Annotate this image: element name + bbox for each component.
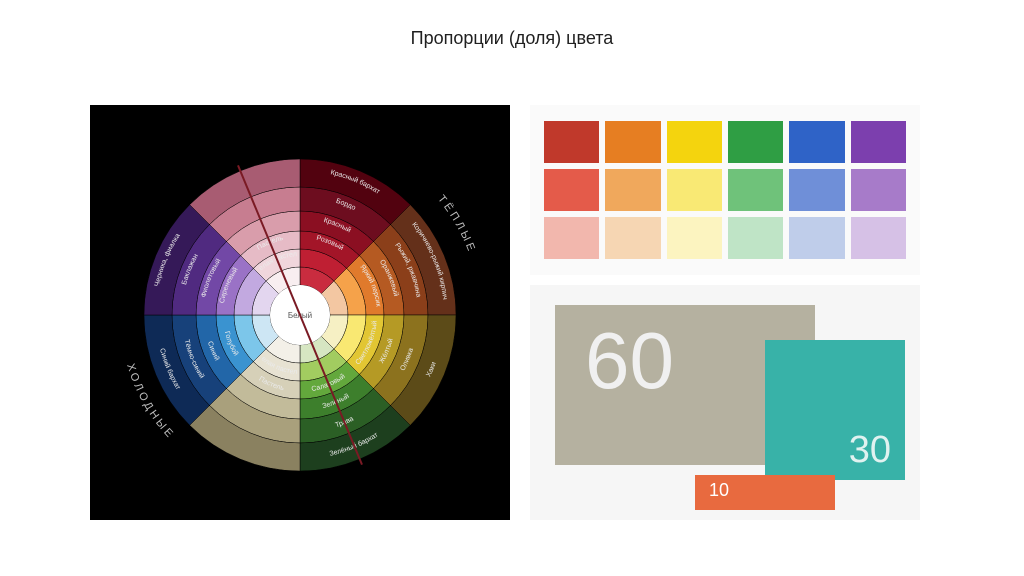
- swatch: [851, 169, 906, 211]
- swatch: [851, 121, 906, 163]
- page-title: Пропорции (доля) цвета: [0, 28, 1024, 49]
- label-10: 10: [709, 480, 729, 501]
- swatch: [605, 121, 660, 163]
- swatch-panel: [530, 105, 920, 275]
- swatch: [544, 169, 599, 211]
- block-30: 30: [765, 340, 905, 480]
- proportion-panel: 60 30 10: [530, 285, 920, 520]
- block-10: 10: [695, 475, 835, 510]
- swatch: [728, 121, 783, 163]
- swatch: [667, 217, 722, 259]
- swatch: [789, 169, 844, 211]
- swatch: [789, 217, 844, 259]
- swatch: [728, 217, 783, 259]
- swatch: [728, 169, 783, 211]
- color-wheel-panel: РозовыйКрасныйБордоКрасный бархатЯркий п…: [90, 105, 510, 520]
- swatch: [667, 121, 722, 163]
- swatch: [544, 217, 599, 259]
- swatch: [605, 217, 660, 259]
- label-60: 60: [585, 315, 674, 407]
- swatch: [544, 121, 599, 163]
- swatch: [667, 169, 722, 211]
- swatch: [851, 217, 906, 259]
- color-wheel: РозовыйКрасныйБордоКрасный бархатЯркий п…: [90, 105, 510, 520]
- label-30: 30: [849, 429, 891, 472]
- swatch: [605, 169, 660, 211]
- swatch: [789, 121, 844, 163]
